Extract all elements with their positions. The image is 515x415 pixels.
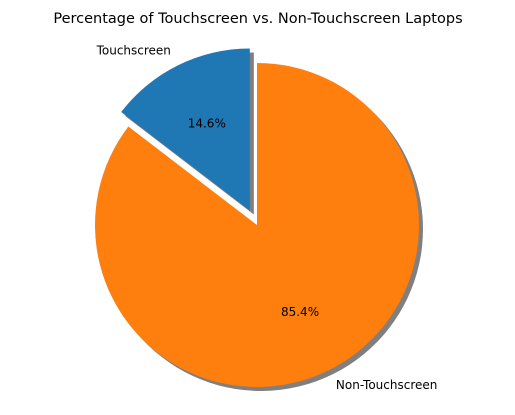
pie-slice-non-touchscreen xyxy=(94,63,419,387)
slice-label-non-touchscreen: Non-Touchscreen xyxy=(336,378,437,392)
slice-percent-touchscreen: 14.6% xyxy=(188,116,226,130)
slice-label-touchscreen: Touchscreen xyxy=(96,44,171,58)
chart-title: Percentage of Touchscreen vs. Non-Touchs… xyxy=(53,11,462,27)
pie-slice-touchscreen xyxy=(121,48,250,211)
label-layer: Touchscreen 14.6% Non-Touchscreen 85.4% xyxy=(96,44,438,392)
slice-percent-non-touchscreen: 85.4% xyxy=(281,305,319,319)
slice-layer xyxy=(94,48,419,387)
